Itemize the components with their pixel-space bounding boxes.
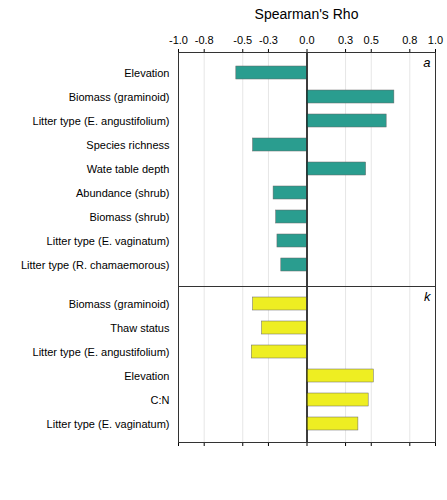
svg-text:Elevation: Elevation — [124, 67, 169, 79]
svg-text:Biomass (graminoid): Biomass (graminoid) — [69, 298, 170, 310]
svg-text:C:N: C:N — [151, 394, 170, 406]
svg-text:1.0: 1.0 — [428, 34, 443, 46]
svg-text:k: k — [424, 289, 432, 304]
svg-text:0.5: 0.5 — [364, 34, 379, 46]
svg-text:-0.3: -0.3 — [259, 34, 278, 46]
svg-text:0.8: 0.8 — [402, 34, 417, 46]
html-text:Spearman's Rho: Spearman's Rho — [254, 6, 359, 22]
svg-text:Wate table depth: Wate table depth — [87, 163, 170, 175]
svg-text:0.3: 0.3 — [338, 34, 353, 46]
svg-text:Litter type (E. angustifolium): Litter type (E. angustifolium) — [33, 115, 170, 127]
svg-text:Litter type (E. angustifolium): Litter type (E. angustifolium) — [33, 346, 170, 358]
svg-text:-0.8: -0.8 — [195, 34, 214, 46]
svg-text:Abundance (shrub): Abundance (shrub) — [76, 187, 170, 199]
svg-text:-1.0: -1.0 — [169, 34, 188, 46]
svg-text:Litter type (E. vaginatum): Litter type (E. vaginatum) — [47, 418, 170, 430]
svg-text:a: a — [423, 55, 430, 70]
svg-text:Litter type (R. chamaemorous): Litter type (R. chamaemorous) — [21, 259, 170, 271]
svg-text:Thaw status: Thaw status — [110, 322, 170, 334]
svg-text:Litter type (E. vaginatum): Litter type (E. vaginatum) — [47, 235, 170, 247]
svg-text:Species richness: Species richness — [86, 139, 170, 151]
svg-text:Elevation: Elevation — [124, 370, 169, 382]
svg-text:Biomass (shrub): Biomass (shrub) — [89, 211, 169, 223]
svg-text:Biomass (graminoid): Biomass (graminoid) — [69, 91, 170, 103]
svg-text:0.0: 0.0 — [299, 34, 314, 46]
svg-text:-0.5: -0.5 — [233, 34, 252, 46]
